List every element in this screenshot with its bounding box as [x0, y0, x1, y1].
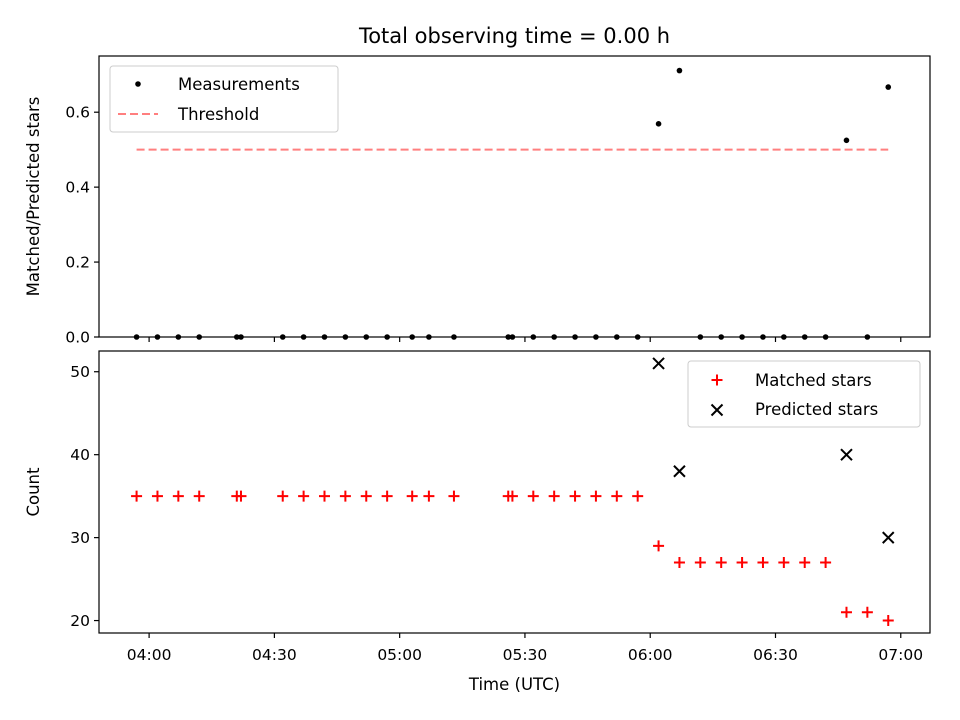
legend-label: Measurements: [178, 75, 300, 94]
matched-star-point: [632, 490, 644, 502]
predicted-star-point: [673, 465, 686, 478]
matched-star-point: [840, 606, 852, 618]
legend-box: [687, 360, 921, 428]
x-tick-label: 05:30: [503, 646, 548, 664]
y-tick-label: 0.0: [65, 329, 90, 347]
x-tick-label: 04:30: [252, 646, 297, 664]
matched-star-point: [318, 490, 330, 502]
measurement-point: [843, 137, 850, 144]
legend-label: Threshold: [177, 105, 259, 124]
matched-star-point: [448, 490, 460, 502]
y-tick-label: 50: [70, 363, 90, 381]
matched-star-point: [820, 557, 832, 568]
matched-star-point: [569, 490, 581, 502]
matched-star-point: [590, 490, 602, 502]
y-tick-label: 40: [70, 446, 90, 464]
predicted-star-point: [652, 357, 665, 370]
matched-star-point: [381, 490, 393, 502]
y-axis-label: Count: [24, 467, 43, 517]
matched-star-point: [778, 557, 790, 568]
matched-star-point: [861, 606, 873, 618]
x-axis-label: Time (UTC): [468, 675, 560, 694]
matched-star-point: [694, 557, 706, 568]
matched-star-point: [653, 540, 665, 552]
x-tick-label: 05:00: [377, 646, 422, 664]
matched-star-point: [339, 490, 351, 502]
legend-marker-matched: [711, 374, 723, 386]
matched-star-point: [799, 557, 811, 568]
matched-star-point: [360, 490, 372, 502]
matched-star-point: [736, 557, 748, 568]
legend-box: [109, 65, 339, 133]
x-tick-label: 04:00: [127, 646, 172, 664]
matched-star-point: [235, 490, 247, 502]
matched-star-point: [882, 615, 894, 627]
matched-star-point: [172, 490, 184, 502]
matched-star-point: [151, 490, 163, 502]
y-tick-label: 20: [70, 612, 90, 630]
matched-star-point: [406, 490, 418, 502]
matched-star-point: [131, 490, 143, 502]
y-axis-label: Matched/Predicted stars: [24, 97, 43, 297]
matched-star-point: [757, 557, 769, 568]
y-tick-label: 30: [70, 529, 90, 547]
y-tick-label: 0.4: [65, 179, 90, 197]
legend-label: Matched stars: [755, 371, 872, 390]
matched-star-point: [193, 490, 205, 502]
predicted-star-point: [840, 448, 853, 461]
legend-marker-measurements: [135, 81, 141, 87]
matched-star-point: [527, 490, 539, 502]
measurement-point: [885, 84, 892, 90]
measurement-point: [655, 121, 662, 127]
predicted-star-point: [882, 531, 895, 544]
matched-star-point: [298, 490, 310, 502]
matched-star-point: [548, 490, 560, 502]
legend-label: Predicted stars: [755, 400, 878, 419]
top-axes-frame: [98, 55, 931, 338]
matched-star-point: [423, 490, 435, 502]
x-tick-label: 06:30: [753, 646, 798, 664]
chart-title: Total observing time = 0.00 h: [358, 24, 670, 48]
legend-marker-predicted: [710, 403, 724, 417]
measurement-point: [676, 67, 683, 74]
matched-star-point: [277, 490, 289, 502]
y-tick-label: 0.6: [65, 104, 90, 122]
matched-star-point: [673, 557, 685, 568]
matched-star-point: [715, 557, 727, 568]
y-tick-label: 0.2: [65, 254, 90, 272]
x-tick-label: 06:00: [628, 646, 673, 664]
matched-star-point: [611, 490, 623, 502]
matched-star-point: [506, 490, 518, 502]
x-tick-label: 07:00: [878, 646, 923, 664]
bottom-axes-frame: [98, 350, 931, 634]
